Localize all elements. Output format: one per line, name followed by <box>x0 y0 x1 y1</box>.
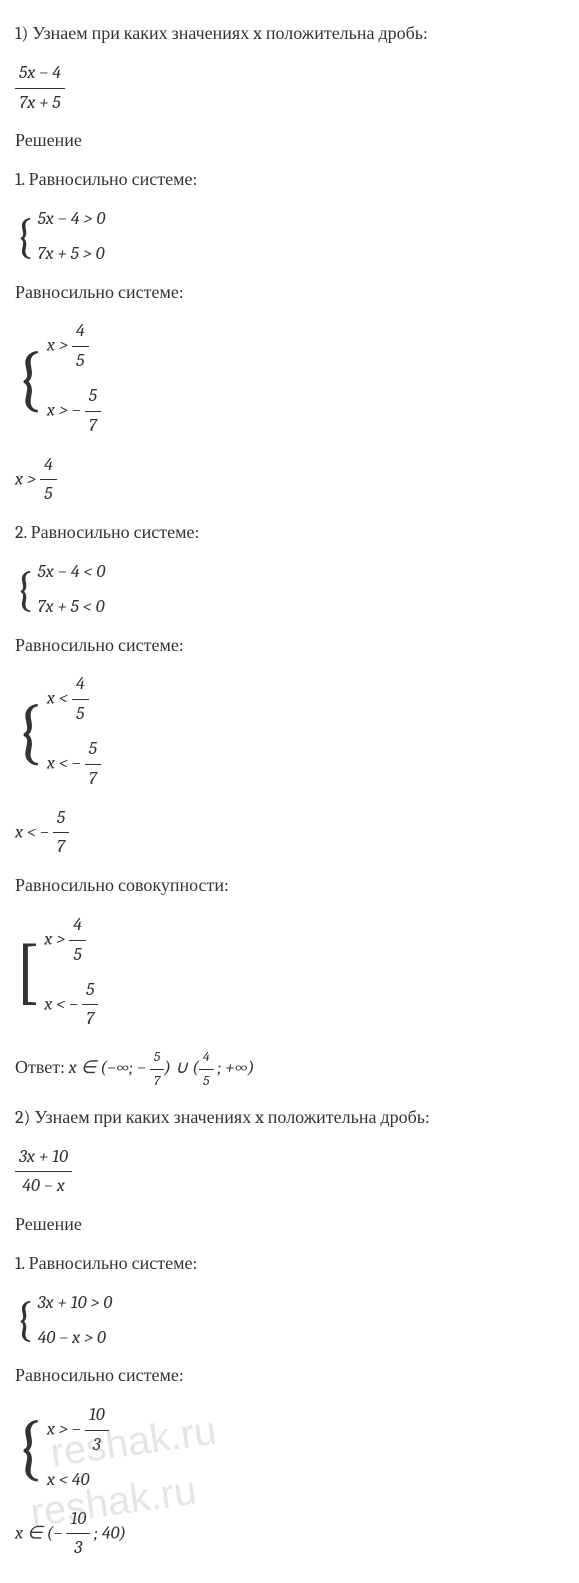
problem1-fraction: 5x − 4 7x + 5 <box>15 59 564 118</box>
sys-row: x < 45 <box>47 670 101 729</box>
sys-row: 5x − 4 > 0 <box>38 205 106 234</box>
step2-system1: { 5x − 4 < 0 7x + 5 < 0 <box>15 558 564 622</box>
union-system: [ x > 45 x < − 57 <box>15 911 564 1034</box>
frac-den: 7x + 5 <box>15 89 65 118</box>
solution-label: Решение <box>15 1211 564 1240</box>
problem1-answer: Ответ: x ∈ (−∞; − 57) ∪ (45 ; +∞) <box>15 1046 564 1092</box>
sys-row: 40 − x > 0 <box>38 1324 113 1353</box>
step2-system2: { x < 45 x < − 57 <box>15 670 564 793</box>
step2-result: x < − 57 <box>15 804 564 863</box>
frac-den: 40 − x <box>15 1172 72 1201</box>
p2-step1-system2: { x > − 103 x < 40 <box>15 1401 564 1494</box>
p2-step1-system1: { 3x + 10 > 0 40 − x > 0 <box>15 1289 564 1353</box>
sys-row: x > − 103 <box>47 1401 109 1460</box>
sys-row: x > − 57 <box>47 382 101 441</box>
frac-num: 3x + 10 <box>15 1143 72 1173</box>
problem2-title: 2) Узнаем при каких значениях x положите… <box>15 1104 564 1133</box>
solution-label: Решение <box>15 127 564 156</box>
frac-num: 5x − 4 <box>15 59 65 89</box>
sys-row: x < 40 <box>47 1466 109 1495</box>
sys-row: x < − 57 <box>47 735 101 794</box>
sys-row: 5x − 4 < 0 <box>38 558 106 587</box>
sys-row: 7x + 5 < 0 <box>38 593 106 622</box>
sys-row: 3x + 10 > 0 <box>38 1289 113 1318</box>
step1-label: 1. Равносильно системе: <box>15 166 564 195</box>
equiv-label: Равносильно системе: <box>15 1362 564 1391</box>
step1-result: x > 45 <box>15 451 564 510</box>
p2-step1-label: 1. Равносильно системе: <box>15 1250 564 1279</box>
equiv-label: Равносильно системе: <box>15 279 564 308</box>
sys-row: x > 45 <box>47 317 101 376</box>
problem1-title: 1) Узнаем при каких значениях x положите… <box>15 20 564 49</box>
step1-system2: { x > 45 x > − 57 <box>15 317 564 440</box>
union-label: Равносильно совокупности: <box>15 872 564 901</box>
problem2-fraction: 3x + 10 40 − x <box>15 1143 564 1202</box>
step1-system1: { 5x − 4 > 0 7x + 5 > 0 <box>15 205 564 269</box>
sys-row: 7x + 5 > 0 <box>38 240 106 269</box>
step2-label: 2. Равносильно системе: <box>15 519 564 548</box>
sys-row: x < − 57 <box>44 976 98 1035</box>
p2-step1-result: x ∈ (− 103 ; 40) <box>15 1505 564 1564</box>
sys-row: x > 45 <box>44 911 98 970</box>
equiv-label: Равносильно системе: <box>15 632 564 661</box>
